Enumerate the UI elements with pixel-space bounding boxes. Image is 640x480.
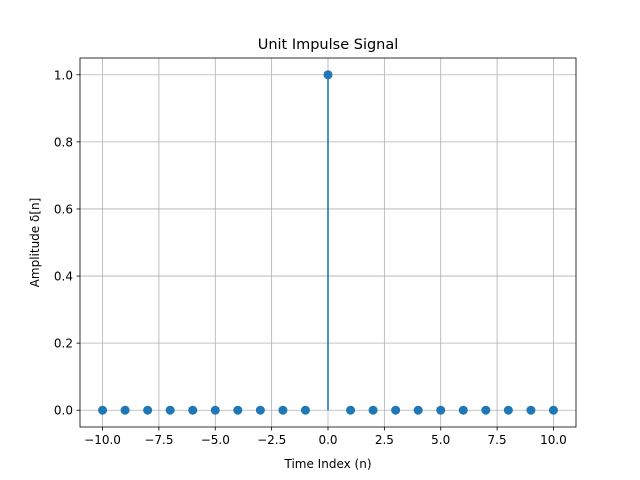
- chart-title: Unit Impulse Signal: [258, 37, 399, 53]
- stem-marker: [346, 405, 356, 415]
- stem-marker: [233, 405, 243, 415]
- y-axis-ticks: 0.0 0.2 0.4 0.6 0.8 1.0: [54, 68, 80, 418]
- y-tick-label: 0.4: [54, 270, 73, 284]
- y-tick-label: 0.8: [54, 135, 73, 149]
- x-tick-label: 2.5: [375, 433, 394, 447]
- stem-marker: [503, 405, 513, 415]
- stem-marker: [368, 405, 378, 415]
- x-tick-label: 0.0: [318, 433, 337, 447]
- stem-marker: [458, 405, 468, 415]
- y-tick-label: 0.0: [54, 404, 73, 418]
- x-tick-label: 5.0: [431, 433, 450, 447]
- stem-marker: [323, 70, 333, 80]
- y-tick-label: 1.0: [54, 68, 73, 82]
- x-axis-ticks: −10.0 −7.5 −5.0 −2.5 0.0 2.5 5.0 7.5 10.0: [84, 427, 567, 447]
- x-tick-label: −5.0: [201, 433, 230, 447]
- stem-markers: [98, 70, 558, 415]
- stem-marker: [143, 405, 153, 415]
- stem-marker: [548, 405, 558, 415]
- y-tick-label: 0.2: [54, 337, 73, 351]
- stem-marker: [526, 405, 536, 415]
- stem-marker: [98, 405, 108, 415]
- stem-marker: [120, 405, 130, 415]
- x-tick-label: 10.0: [540, 433, 567, 447]
- stem-marker: [210, 405, 220, 415]
- x-axis-label: Time Index (n): [284, 457, 372, 471]
- x-tick-label: −7.5: [144, 433, 173, 447]
- stem-marker: [300, 405, 310, 415]
- y-tick-label: 0.6: [54, 202, 73, 216]
- stem-marker: [481, 405, 491, 415]
- stem-marker: [413, 405, 423, 415]
- x-tick-label: −2.5: [257, 433, 286, 447]
- stem-marker: [436, 405, 446, 415]
- stem-marker: [391, 405, 401, 415]
- x-tick-label: 7.5: [488, 433, 507, 447]
- y-axis-label: Amplitude δ[n]: [28, 198, 42, 288]
- x-tick-label: −10.0: [84, 433, 121, 447]
- stem-marker: [255, 405, 265, 415]
- stem-marker: [165, 405, 175, 415]
- stem-marker: [188, 405, 198, 415]
- stem-marker: [278, 405, 288, 415]
